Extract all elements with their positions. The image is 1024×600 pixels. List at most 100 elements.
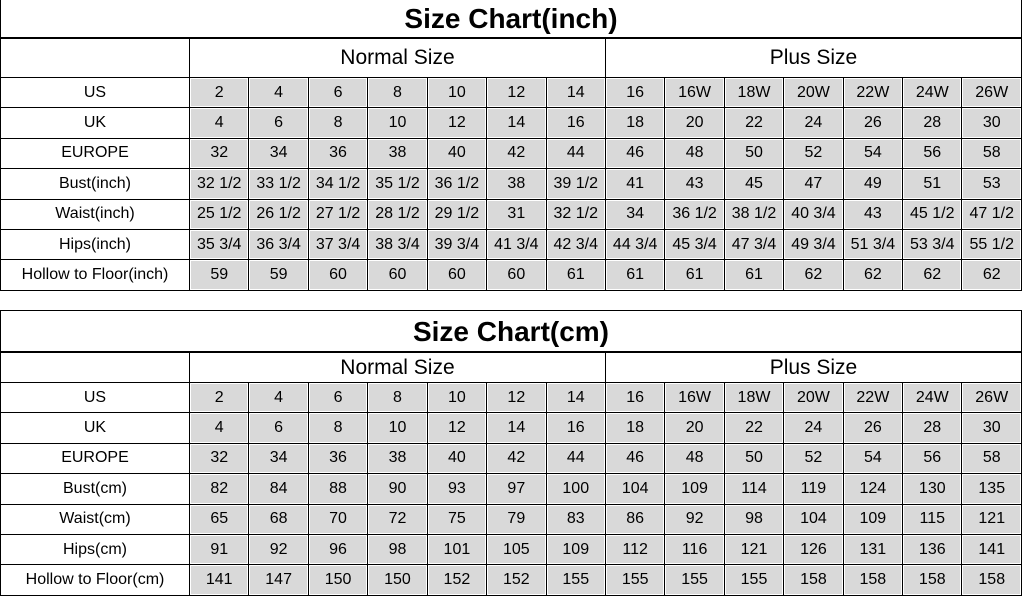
size-cell: 109 bbox=[842, 503, 904, 535]
size-cell: 48 bbox=[664, 442, 725, 475]
size-cell: 34 bbox=[248, 442, 309, 475]
group-header-normal: Normal Size bbox=[189, 38, 606, 78]
size-cell: 61 bbox=[604, 259, 666, 291]
size-cell: 4 bbox=[188, 412, 250, 444]
size-chart-inch: Size Chart(inch) Normal Size Plus Size US 2… bbox=[0, 0, 1023, 291]
size-cell: 158 bbox=[902, 564, 963, 596]
size-cell: 61 bbox=[723, 259, 785, 291]
table-row: Waist(cm) 65 68 70 72 75 79 83 86 92 98 104 109 115 12… bbox=[0, 503, 1022, 535]
size-cell: 109 bbox=[664, 473, 725, 505]
size-cell: 62 bbox=[842, 259, 904, 291]
size-cell: 60 bbox=[486, 259, 547, 291]
size-cell: 34 bbox=[604, 198, 666, 230]
size-cell: 79 bbox=[486, 503, 547, 535]
size-cell: 31 bbox=[486, 198, 547, 230]
size-cell: 8 bbox=[307, 412, 369, 444]
size-cell: 38 bbox=[367, 137, 428, 170]
size-cell: 155 bbox=[604, 564, 666, 596]
group-header-normal: Normal Size bbox=[189, 352, 606, 383]
size-cell: 40 3/4 bbox=[783, 198, 844, 230]
size-cell: 52 bbox=[783, 442, 844, 475]
size-cell: 155 bbox=[723, 564, 785, 596]
size-cell: 32 bbox=[188, 137, 250, 170]
table-row: Hips(cm) 91 92 96 98 101 105 109 112 116 121 126 131… bbox=[0, 533, 1022, 566]
corner-cell bbox=[0, 38, 190, 78]
size-cell: 28 bbox=[902, 107, 963, 139]
size-cell: 54 bbox=[842, 442, 904, 475]
size-cell: 6 bbox=[248, 107, 309, 139]
size-cell: 54 bbox=[842, 137, 904, 170]
size-cell: 55 1/2 bbox=[961, 228, 1022, 261]
size-cell: 98 bbox=[723, 503, 785, 535]
row-label: Hollow to Floor(cm) bbox=[0, 564, 190, 596]
row-label: US bbox=[0, 76, 190, 109]
size-cell: 35 1/2 bbox=[367, 168, 428, 200]
size-cell: 6 bbox=[307, 381, 369, 414]
chart-title: Size Chart(inch) bbox=[0, 0, 1022, 38]
size-cell: 12 bbox=[426, 107, 488, 139]
size-cell: 62 bbox=[902, 259, 963, 291]
size-cell: 53 3/4 bbox=[902, 228, 963, 261]
group-header-plus: Plus Size bbox=[604, 38, 1023, 78]
size-cell: 42 bbox=[486, 137, 547, 170]
size-cell: 82 bbox=[188, 473, 250, 505]
table-row: US 2 4 6 8 10 12 14 16 16W 18W 20W 22W 24W 26W bbox=[0, 381, 1022, 414]
size-cell: 88 bbox=[307, 473, 369, 505]
size-cell: 18 bbox=[604, 107, 666, 139]
size-cell: 36 bbox=[307, 442, 369, 475]
size-cell: 59 bbox=[248, 259, 309, 291]
size-cell: 24 bbox=[783, 412, 844, 444]
size-cell: 33 1/2 bbox=[248, 168, 309, 200]
size-cell: 53 bbox=[961, 168, 1022, 200]
size-cell: 10 bbox=[426, 76, 488, 109]
size-cell: 36 3/4 bbox=[248, 228, 309, 261]
size-cell: 92 bbox=[248, 533, 309, 566]
size-cell: 158 bbox=[961, 564, 1022, 596]
size-cell: 65 bbox=[188, 503, 250, 535]
size-cell: 47 3/4 bbox=[723, 228, 785, 261]
size-cell: 38 bbox=[367, 442, 428, 475]
size-cell: 37 3/4 bbox=[307, 228, 369, 261]
size-cell: 109 bbox=[545, 533, 606, 566]
size-cell: 4 bbox=[188, 107, 250, 139]
size-cell: 104 bbox=[604, 473, 666, 505]
size-cell: 36 1/2 bbox=[426, 168, 488, 200]
size-cell: 105 bbox=[486, 533, 547, 566]
size-cell: 8 bbox=[307, 107, 369, 139]
size-cell: 61 bbox=[664, 259, 725, 291]
row-label: EUROPE bbox=[0, 442, 190, 475]
size-cell: 20W bbox=[783, 76, 844, 109]
size-cell: 34 bbox=[248, 137, 309, 170]
size-cell: 91 bbox=[188, 533, 250, 566]
size-cell: 20W bbox=[783, 381, 844, 414]
size-cell: 158 bbox=[842, 564, 904, 596]
size-cell: 12 bbox=[486, 76, 547, 109]
size-cell: 16W bbox=[664, 381, 725, 414]
corner-cell bbox=[0, 352, 190, 383]
size-cell: 50 bbox=[723, 137, 785, 170]
size-cell: 155 bbox=[545, 564, 606, 596]
size-cell: 92 bbox=[664, 503, 725, 535]
size-cell: 121 bbox=[961, 503, 1022, 535]
size-cell: 47 1/2 bbox=[961, 198, 1022, 230]
size-table-inch: Normal Size Plus Size US 2 4 6 8 10 12 14 16 16W 18W… bbox=[0, 38, 1023, 291]
size-cell: 4 bbox=[248, 76, 309, 109]
group-header-plus: Plus Size bbox=[604, 352, 1023, 383]
size-cell: 135 bbox=[961, 473, 1022, 505]
size-cell: 141 bbox=[961, 533, 1022, 566]
size-cell: 18 bbox=[604, 412, 666, 444]
size-cell: 24W bbox=[902, 381, 963, 414]
size-cell: 60 bbox=[367, 259, 428, 291]
size-cell: 16W bbox=[664, 76, 725, 109]
size-cell: 28 bbox=[902, 412, 963, 444]
size-cell: 16 bbox=[545, 107, 606, 139]
size-cell: 60 bbox=[307, 259, 369, 291]
size-cell: 24 bbox=[783, 107, 844, 139]
size-cell: 38 3/4 bbox=[367, 228, 428, 261]
table-row: Bust(inch) 32 1/2 33 1/2 34 1/2 35 1/2 36 1/2… bbox=[0, 168, 1022, 200]
size-cell: 26 1/2 bbox=[248, 198, 309, 230]
size-cell: 101 bbox=[426, 533, 488, 566]
size-cell: 68 bbox=[248, 503, 309, 535]
table-row: EUROPE 32 34 36 38 40 42 44 46 48 50 52 54 56 58 bbox=[0, 442, 1022, 475]
row-label: UK bbox=[0, 107, 190, 139]
